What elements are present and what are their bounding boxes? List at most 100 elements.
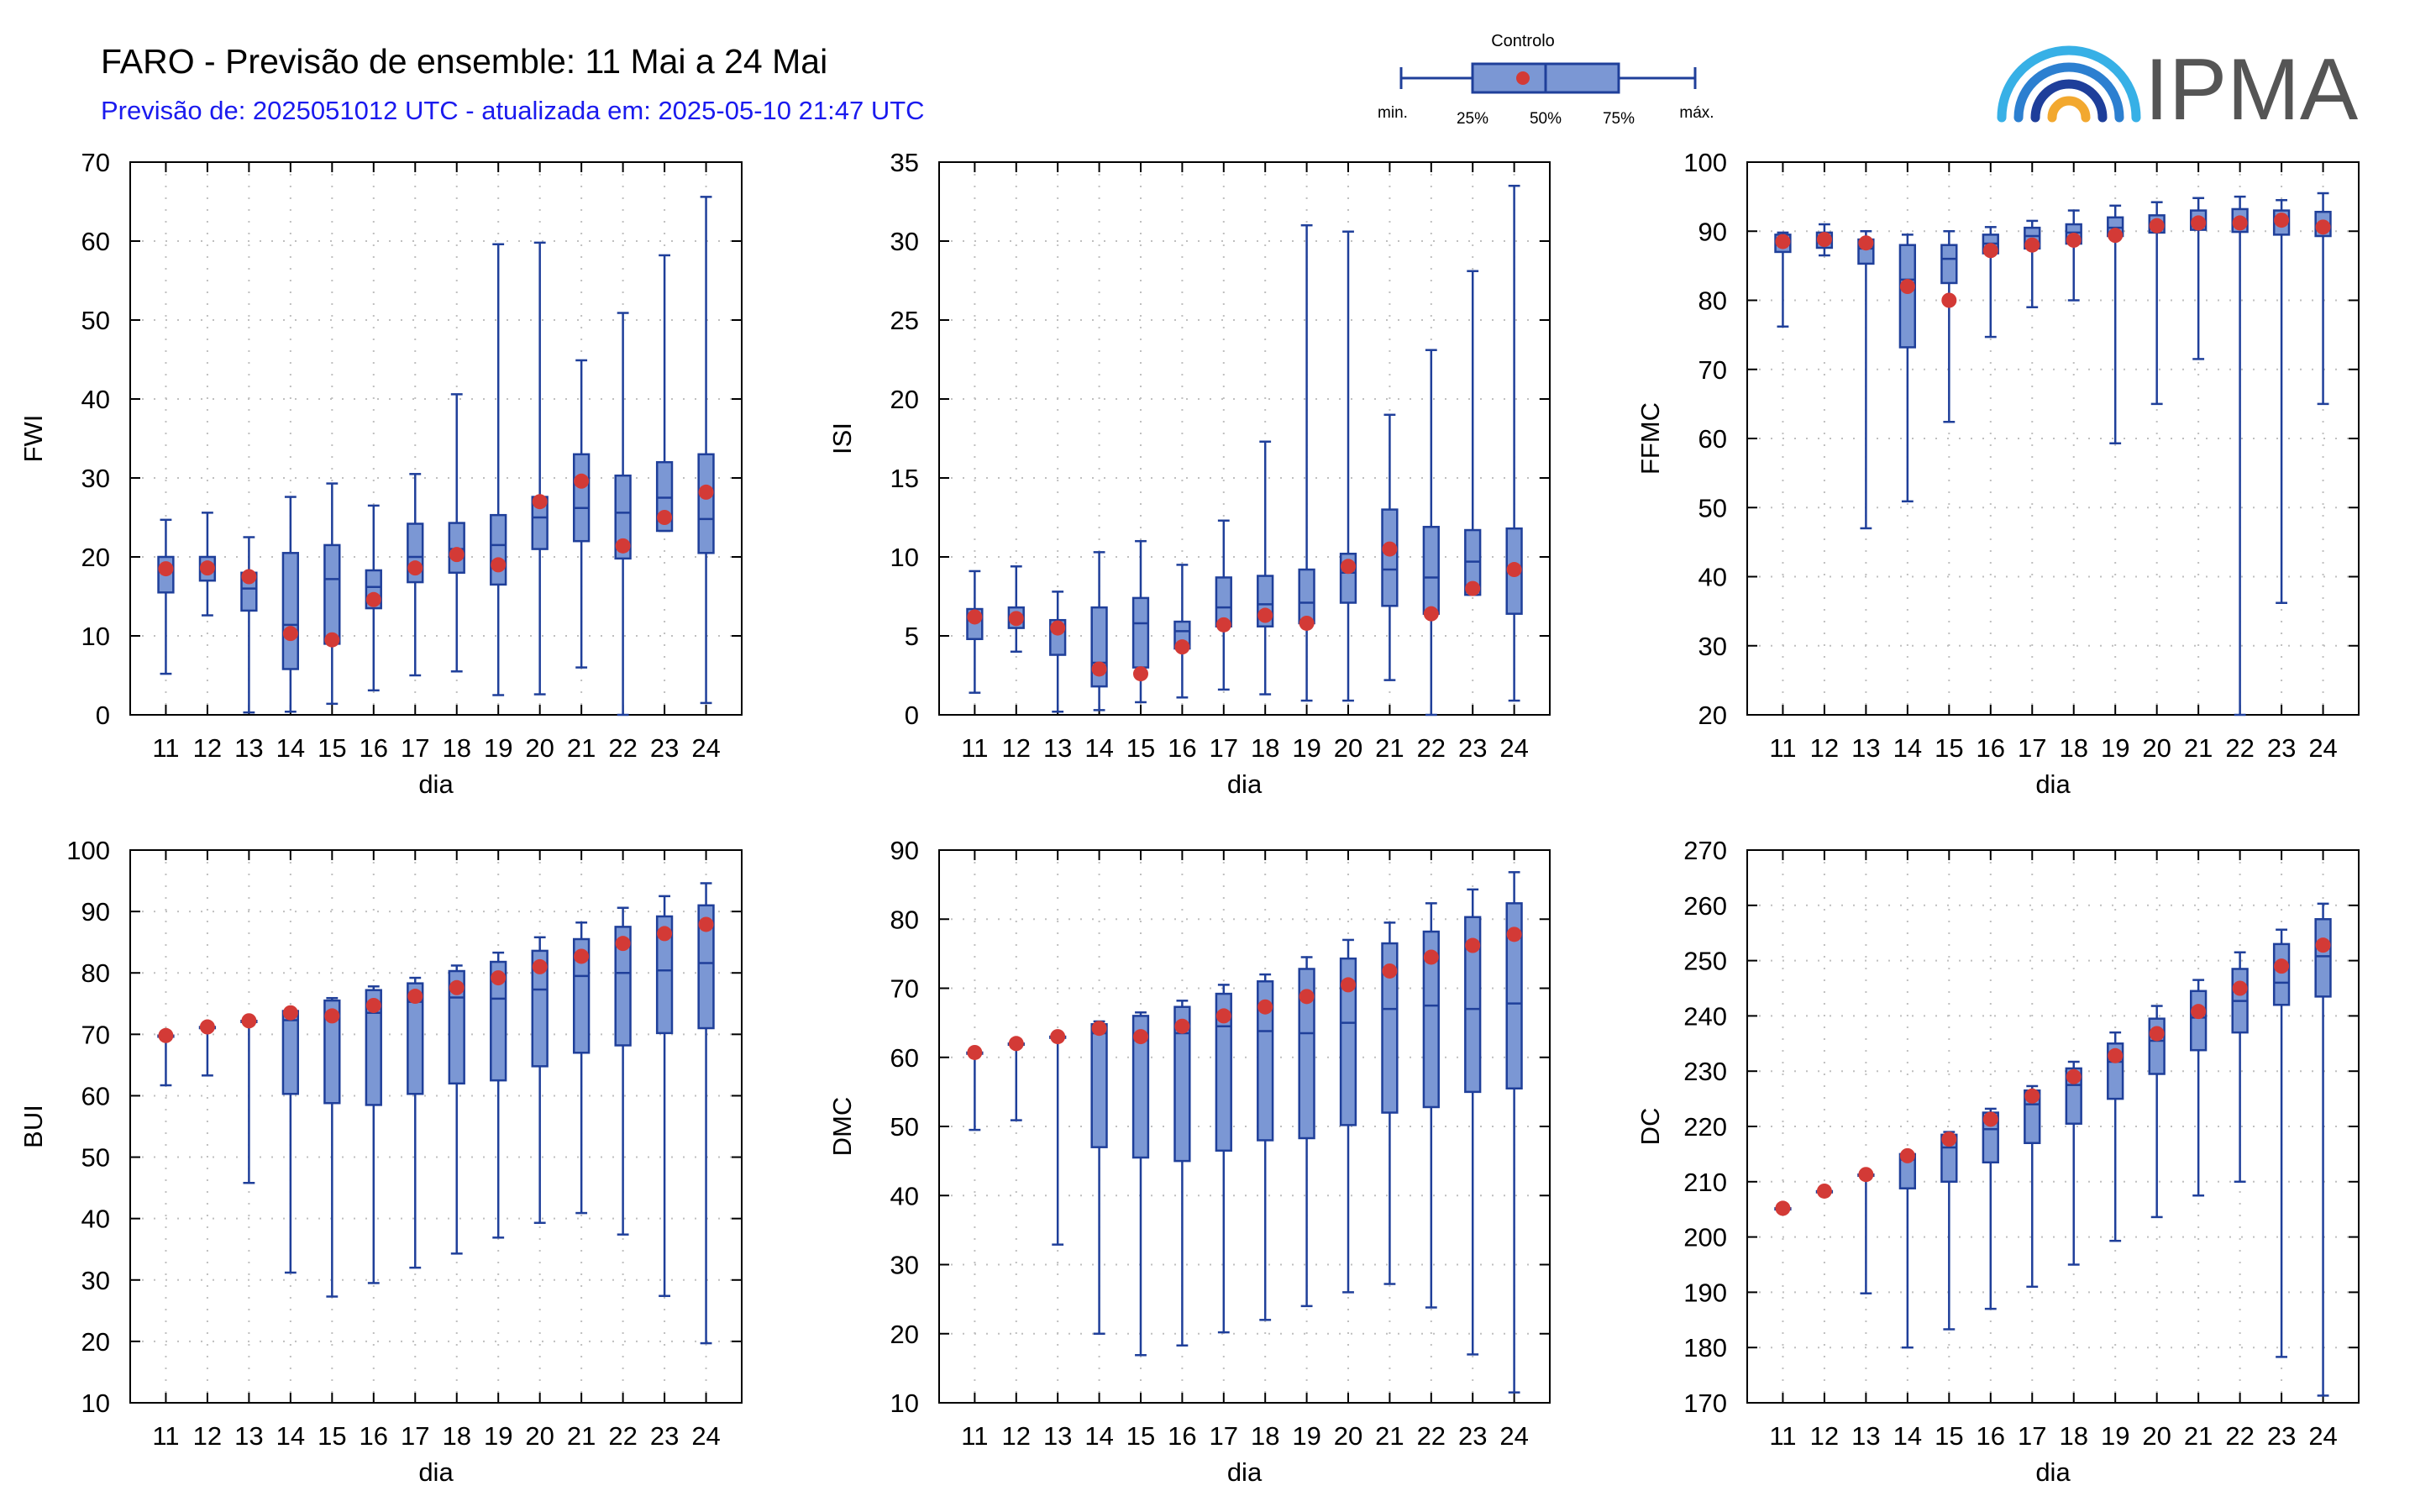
x-tick-label: 11 bbox=[152, 1421, 179, 1451]
control-point bbox=[449, 979, 465, 995]
control-point bbox=[1050, 620, 1066, 636]
control-point bbox=[2066, 1068, 2082, 1084]
y-tick-label: 40 bbox=[1698, 563, 1727, 592]
y-tick-label: 60 bbox=[81, 1081, 110, 1110]
control-point bbox=[1982, 1111, 1998, 1127]
y-axis-label: DC bbox=[1635, 1108, 1665, 1146]
box bbox=[1381, 942, 1399, 1114]
x-tick-label: 11 bbox=[1769, 1421, 1796, 1451]
control-point bbox=[1299, 615, 1315, 631]
box bbox=[407, 982, 424, 1095]
x-tick-label: 13 bbox=[1043, 1421, 1072, 1451]
control-point bbox=[2066, 232, 2082, 248]
control-point bbox=[967, 609, 983, 625]
control-point bbox=[1899, 279, 1915, 295]
y-tick-label: 20 bbox=[890, 1320, 919, 1349]
box bbox=[572, 937, 591, 1054]
x-tick-label: 23 bbox=[2267, 1421, 2296, 1451]
control-point bbox=[158, 561, 174, 577]
chart-dmc: 10 20 30 40 50 60 70 80 90 11 12 13 14 15 16 17 18 19 20 21… bbox=[827, 836, 1551, 1487]
y-tick-label: 90 bbox=[890, 836, 919, 865]
control-point bbox=[1174, 639, 1190, 655]
x-tick-label: 19 bbox=[484, 733, 512, 763]
control-point bbox=[1506, 562, 1522, 578]
x-tick-label: 14 bbox=[276, 1421, 305, 1451]
chart-bui: 10 20 30 40 50 60 70 80 90 100 11 12 13 14 15 16 17 18 19 2… bbox=[18, 836, 743, 1487]
x-tick-label: 18 bbox=[1251, 733, 1279, 763]
x-tick-label: 15 bbox=[318, 1421, 346, 1451]
control-point bbox=[698, 484, 714, 500]
box bbox=[1381, 508, 1399, 607]
y-axis-label: FWI bbox=[18, 415, 48, 463]
control-point bbox=[324, 632, 340, 648]
control-point bbox=[2024, 237, 2040, 253]
box bbox=[1298, 968, 1315, 1140]
box bbox=[323, 999, 341, 1105]
y-tick-label: 0 bbox=[96, 701, 110, 730]
control-point bbox=[1858, 1167, 1874, 1183]
chart-ffmc: 20 30 40 50 60 70 80 90 100 11 12 13 14 15 16 17 18 19 20 2… bbox=[1635, 148, 2360, 799]
control-point bbox=[1899, 1147, 1915, 1163]
x-tick-label: 22 bbox=[1417, 1421, 1446, 1451]
x-tick-label: 23 bbox=[1458, 733, 1487, 763]
y-tick-label: 0 bbox=[905, 701, 919, 730]
x-tick-label: 11 bbox=[1769, 733, 1796, 763]
control-point bbox=[491, 557, 507, 573]
x-tick-label: 24 bbox=[691, 733, 720, 763]
x-tick-label: 14 bbox=[1893, 1421, 1922, 1451]
box bbox=[365, 989, 382, 1106]
control-point bbox=[199, 560, 215, 576]
x-tick-label: 19 bbox=[2101, 733, 2129, 763]
control-point bbox=[1008, 611, 1024, 627]
x-tick-label: 17 bbox=[1210, 1421, 1238, 1451]
x-tick-label: 15 bbox=[318, 733, 346, 763]
x-tick-label: 13 bbox=[234, 733, 263, 763]
y-tick-label: 70 bbox=[890, 974, 919, 1004]
x-axis-label: dia bbox=[2035, 1457, 2071, 1487]
y-tick-label: 80 bbox=[890, 905, 919, 934]
x-tick-label: 12 bbox=[1810, 733, 1839, 763]
box bbox=[1422, 526, 1440, 615]
box bbox=[1505, 902, 1523, 1090]
control-point bbox=[407, 560, 423, 576]
x-tick-label: 15 bbox=[1935, 1421, 1963, 1451]
box bbox=[1940, 244, 1958, 285]
x-tick-label: 13 bbox=[234, 1421, 263, 1451]
control-point bbox=[241, 1013, 257, 1029]
x-tick-label: 11 bbox=[961, 1421, 988, 1451]
control-point bbox=[365, 591, 381, 607]
x-tick-label: 12 bbox=[1810, 1421, 1839, 1451]
control-point bbox=[158, 1027, 174, 1043]
box bbox=[614, 926, 632, 1047]
control-point bbox=[1382, 963, 1398, 979]
x-tick-label: 22 bbox=[1417, 733, 1446, 763]
x-tick-label: 16 bbox=[1977, 1421, 2005, 1451]
control-point bbox=[1816, 1183, 1832, 1199]
x-tick-label: 18 bbox=[1251, 1421, 1279, 1451]
box bbox=[281, 1010, 300, 1095]
x-tick-label: 20 bbox=[1334, 1421, 1362, 1451]
y-tick-label: 10 bbox=[890, 543, 919, 572]
control-point bbox=[574, 948, 590, 964]
y-tick-label: 30 bbox=[81, 1266, 110, 1295]
control-point bbox=[1465, 580, 1481, 596]
x-tick-label: 16 bbox=[1977, 733, 2005, 763]
x-tick-label: 12 bbox=[193, 1421, 222, 1451]
box bbox=[323, 543, 341, 645]
x-tick-label: 18 bbox=[2059, 733, 2087, 763]
x-tick-label: 14 bbox=[1084, 1421, 1113, 1451]
x-tick-label: 13 bbox=[1851, 733, 1880, 763]
box bbox=[490, 513, 507, 586]
legend-min-label: min. bbox=[1378, 104, 1408, 122]
y-tick-label: 190 bbox=[1683, 1278, 1727, 1307]
control-point bbox=[1132, 1029, 1148, 1045]
control-point bbox=[1215, 617, 1231, 633]
y-axis-label: ISI bbox=[827, 423, 857, 454]
box bbox=[1898, 244, 1917, 349]
x-tick-label: 15 bbox=[1126, 733, 1155, 763]
page-title: FARO - Previsão de ensemble: 11 Mai a 24… bbox=[101, 42, 828, 81]
control-point bbox=[1174, 1018, 1190, 1034]
y-tick-label: 220 bbox=[1683, 1112, 1727, 1142]
x-axis-label: dia bbox=[1227, 769, 1263, 799]
